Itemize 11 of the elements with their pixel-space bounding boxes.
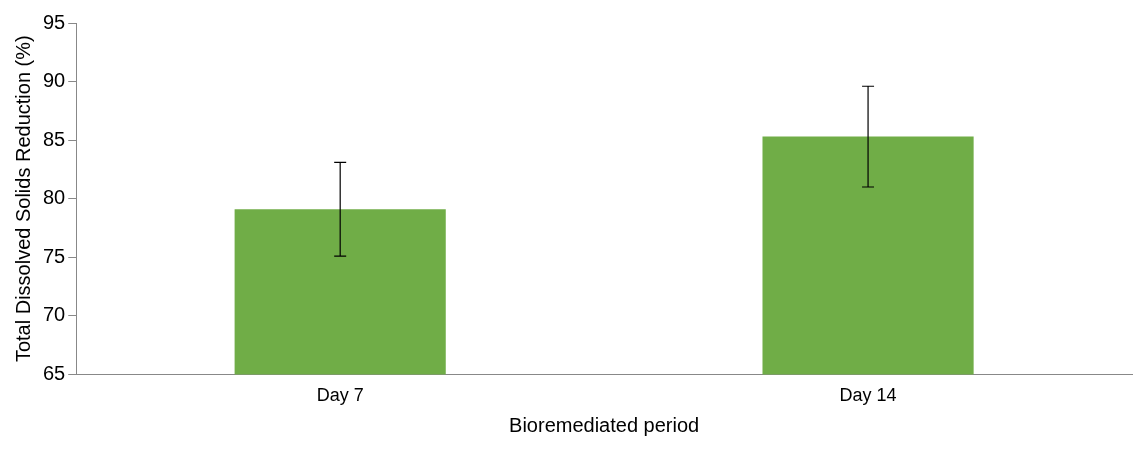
y-tick-label: 65 — [43, 361, 66, 384]
x-tick-label: Day 14 — [839, 385, 897, 406]
y-tick-label: 75 — [43, 244, 66, 267]
x-tick-label: Day 7 — [316, 385, 364, 406]
y-tick-label: 80 — [43, 186, 66, 209]
y-tick-label: 70 — [43, 303, 66, 326]
y-tick-label: 85 — [43, 127, 66, 150]
y-axis-title: Total Dissolved Solids Reduction (%) — [11, 35, 34, 363]
y-tick-label: 95 — [43, 10, 66, 33]
y-tick-label: 90 — [43, 69, 66, 92]
x-axis-title: Bioremediated period — [509, 413, 700, 436]
